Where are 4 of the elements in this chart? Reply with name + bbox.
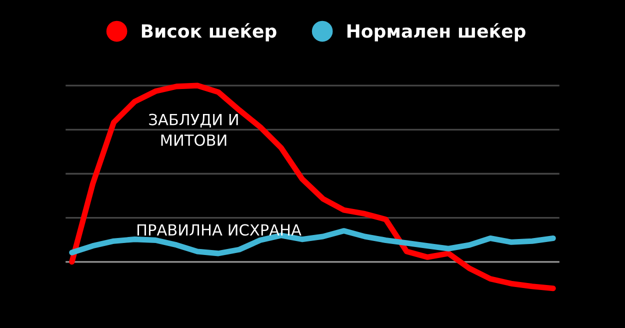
legend-label: Висок шеќер: [142, 23, 276, 42]
annotation: ПРАВИЛНА ИСХРАНА: [137, 224, 302, 236]
annotation: ЗАБЛУДИ И МИТОВИ: [149, 114, 238, 146]
legend-label: Нормален шеќер: [347, 23, 526, 42]
